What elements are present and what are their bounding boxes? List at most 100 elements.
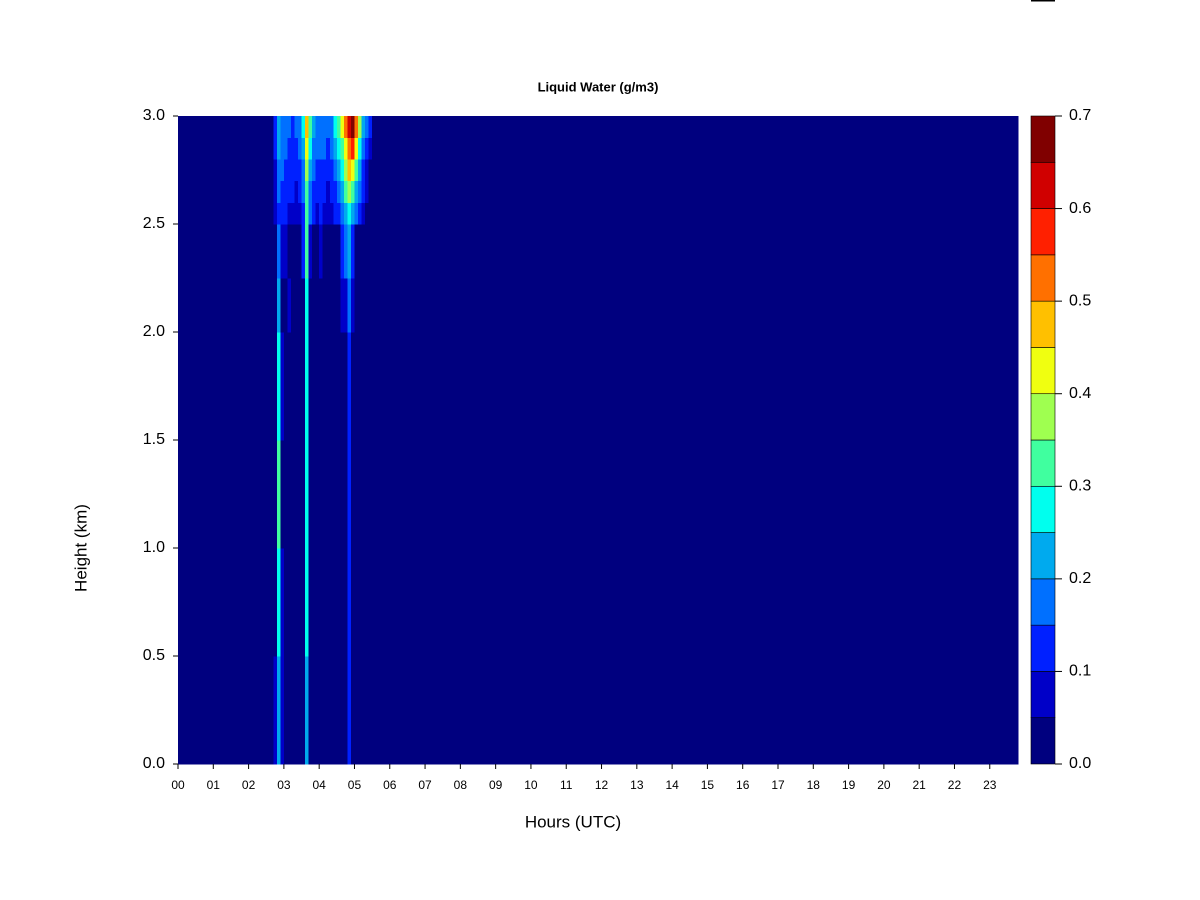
heat-cell bbox=[290, 332, 295, 441]
colorbar-tick-label: 0.0 bbox=[1069, 755, 1091, 772]
heat-cell bbox=[354, 180, 359, 203]
heat-cell bbox=[350, 137, 355, 160]
heat-cell bbox=[280, 440, 285, 549]
heat-cell bbox=[365, 180, 369, 203]
heat-cell bbox=[336, 116, 341, 138]
heat-cell bbox=[350, 159, 355, 182]
heat-cell bbox=[372, 137, 1019, 160]
colorbar-tick-label: 0.2 bbox=[1069, 570, 1091, 587]
heat-cell bbox=[319, 202, 324, 225]
heat-cell bbox=[361, 332, 366, 441]
heat-cell bbox=[280, 137, 285, 160]
heat-cell bbox=[340, 137, 345, 160]
heat-cell bbox=[298, 202, 302, 225]
heat-cell bbox=[343, 656, 348, 765]
heat-cell bbox=[178, 332, 274, 441]
heat-cell bbox=[368, 548, 373, 657]
x-tick-label: 21 bbox=[912, 778, 926, 792]
x-tick-label: 00 bbox=[171, 778, 185, 792]
y-tick-label: 3.0 bbox=[143, 107, 165, 124]
heat-cell bbox=[298, 180, 302, 203]
heat-cell bbox=[326, 278, 331, 333]
heat-cell bbox=[301, 332, 306, 441]
heat-cell bbox=[305, 202, 309, 225]
heat-cell bbox=[312, 224, 317, 279]
heat-cell bbox=[336, 159, 341, 182]
y-tick-label: 1.0 bbox=[143, 539, 165, 556]
heat-cell bbox=[354, 278, 359, 333]
heat-cell bbox=[283, 224, 288, 279]
heat-cell bbox=[336, 202, 341, 225]
heat-cell bbox=[301, 224, 306, 279]
heat-cell bbox=[280, 159, 285, 182]
heat-cell bbox=[283, 159, 288, 182]
heat-cell bbox=[368, 202, 373, 225]
heat-cell bbox=[312, 202, 317, 225]
heat-cell bbox=[312, 137, 317, 160]
heat-cell bbox=[361, 116, 366, 138]
heat-cell bbox=[333, 548, 338, 657]
colorbar-band bbox=[1030, 485, 1056, 533]
heat-cell bbox=[301, 440, 306, 549]
colorbar-tick-label: 0.1 bbox=[1069, 663, 1091, 680]
heat-cell bbox=[315, 159, 320, 182]
heat-cell bbox=[178, 440, 274, 549]
heat-cell bbox=[287, 159, 292, 182]
heat-cell bbox=[372, 440, 1019, 549]
heat-cell bbox=[294, 116, 299, 138]
heat-cell bbox=[333, 440, 338, 549]
heat-cell bbox=[283, 202, 288, 225]
heat-cell bbox=[312, 116, 317, 138]
heat-cell bbox=[280, 180, 285, 203]
heat-cell bbox=[308, 180, 313, 203]
heat-cell bbox=[290, 159, 295, 182]
heat-cell bbox=[340, 202, 345, 225]
colorbar-band bbox=[1030, 254, 1056, 302]
heat-cell bbox=[319, 116, 324, 138]
heat-cell bbox=[368, 278, 373, 333]
heat-cell bbox=[312, 548, 317, 657]
heat-cell bbox=[305, 180, 309, 203]
heat-cell bbox=[294, 180, 299, 203]
colorbar-band bbox=[1030, 208, 1056, 256]
heat-cell bbox=[361, 224, 366, 279]
heat-cell bbox=[298, 440, 302, 549]
heat-cell bbox=[372, 656, 1019, 765]
heat-cell bbox=[333, 224, 338, 279]
heat-cell bbox=[368, 116, 373, 138]
heat-cell bbox=[358, 656, 362, 765]
heat-cell bbox=[305, 440, 309, 549]
heat-cell bbox=[347, 548, 352, 657]
y-tick-label: 1.5 bbox=[143, 431, 165, 448]
heat-cell bbox=[298, 116, 302, 138]
heat-cell bbox=[329, 332, 334, 441]
heat-cell bbox=[361, 202, 366, 225]
x-tick-label: 15 bbox=[701, 778, 715, 792]
x-tick-label: 14 bbox=[665, 778, 679, 792]
heat-cell bbox=[319, 180, 324, 203]
heat-cell bbox=[340, 440, 345, 549]
heat-cell bbox=[340, 180, 345, 203]
heat-cell bbox=[326, 137, 331, 160]
heat-cell bbox=[340, 224, 345, 279]
heat-cell bbox=[287, 180, 292, 203]
x-tick-label: 22 bbox=[948, 778, 962, 792]
heat-cell bbox=[290, 656, 295, 765]
heat-cell bbox=[336, 224, 341, 279]
heat-cell bbox=[301, 159, 306, 182]
heat-cell bbox=[365, 137, 369, 160]
heat-cell bbox=[319, 137, 324, 160]
heat-cell bbox=[358, 159, 362, 182]
heat-cell bbox=[280, 548, 285, 657]
heat-cell bbox=[333, 656, 338, 765]
heat-cell bbox=[315, 224, 320, 279]
heat-cell bbox=[329, 548, 334, 657]
heat-cell bbox=[354, 332, 359, 441]
heat-cell bbox=[276, 278, 281, 333]
colorbar-band bbox=[1030, 671, 1056, 719]
heat-cell bbox=[312, 440, 317, 549]
heat-cell bbox=[287, 116, 292, 138]
heat-cell bbox=[287, 440, 292, 549]
heat-cell bbox=[290, 116, 295, 138]
